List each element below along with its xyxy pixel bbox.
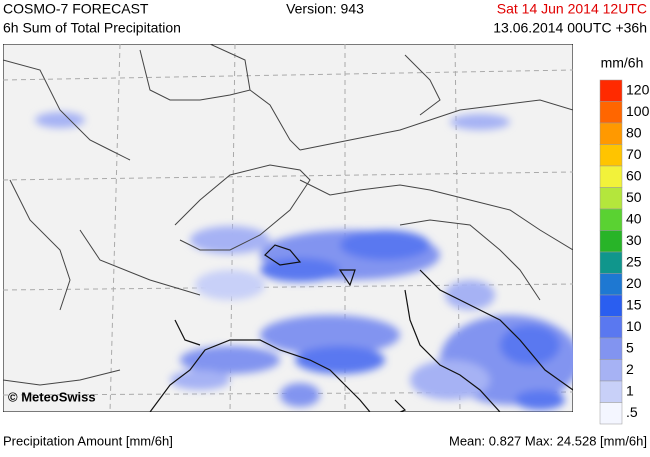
version: Version: 943: [286, 1, 364, 17]
legend-label: 80: [626, 124, 642, 140]
legend-label: 50: [626, 189, 642, 205]
legend-label: 25: [626, 253, 642, 269]
legend-label: 10: [626, 318, 642, 334]
legend-label: 1: [626, 382, 634, 398]
legend-label: 30: [626, 232, 642, 248]
legend-label: 5: [626, 339, 634, 355]
legend-label: 70: [626, 146, 642, 162]
legend-swatch: [599, 251, 623, 274]
legend-label: 20: [626, 275, 642, 291]
legend-label: 60: [626, 167, 642, 183]
legend-label: 15: [626, 296, 642, 312]
precipitation: [35, 112, 573, 410]
legend-swatch: [599, 122, 623, 145]
legend-label: 100: [626, 103, 650, 119]
coastlines: [149, 244, 573, 412]
legend-swatch: [599, 380, 623, 403]
legend-swatch: [599, 337, 623, 360]
map: © MeteoSwiss: [3, 44, 573, 412]
copyright: © MeteoSwiss: [8, 389, 96, 404]
footer-stats: Mean: 0.827 Max: 24.528 [mm/6h]: [449, 433, 647, 448]
footer-label: Precipitation Amount [mm/6h]: [3, 433, 173, 448]
legend-swatch: [599, 208, 623, 231]
legend-swatch: [599, 187, 623, 210]
run-time: 13.06.2014 00UTC +36h: [493, 20, 647, 36]
legend-swatch: [599, 294, 623, 317]
legend: 120 100 80 70 60 50 40 30 25 20 15 10 5 2 1 .5: [599, 79, 650, 425]
legend-unit: mm/6h: [601, 55, 644, 71]
legend-label: 120: [626, 81, 650, 97]
legend-label: 2: [626, 361, 634, 377]
title: COSMO-7 FORECAST: [3, 1, 149, 17]
legend-label: 40: [626, 210, 642, 226]
borders: [3, 44, 573, 386]
legend-swatch: [599, 144, 623, 167]
legend-swatch: [599, 230, 623, 253]
legend-swatch: [599, 316, 623, 339]
legend-swatch: [599, 101, 623, 124]
valid-time: Sat 14 Jun 2014 12UTC: [497, 1, 647, 17]
legend-swatch: [599, 165, 623, 188]
legend-swatch: [599, 273, 623, 296]
legend-swatch: [599, 79, 623, 102]
legend-swatch: [599, 402, 623, 425]
subtitle: 6h Sum of Total Precipitation: [3, 20, 181, 36]
legend-swatch: [599, 359, 623, 382]
legend-label: .5: [626, 404, 638, 420]
